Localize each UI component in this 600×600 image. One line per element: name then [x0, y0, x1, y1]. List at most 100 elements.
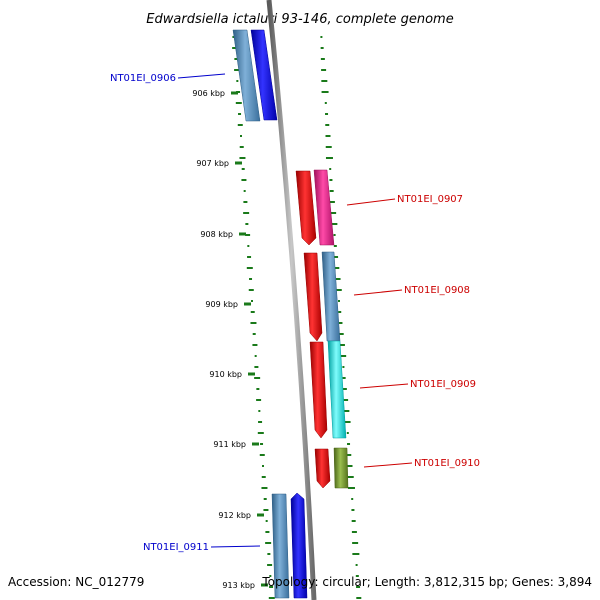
gc-dot	[239, 157, 246, 159]
gene-NT01EI_0907-arrows[interactable]	[295, 169, 335, 246]
gc-dot	[267, 564, 273, 566]
gc-dot	[339, 355, 347, 357]
gene-label[interactable]: NT01EI_0910	[414, 458, 480, 469]
genome-backbone	[266, 0, 317, 600]
gc-dot	[352, 553, 360, 555]
gene-NT01EI_0909-arrows[interactable]	[309, 340, 347, 439]
gc-dot	[235, 102, 242, 104]
gc-dot	[241, 179, 247, 181]
gc-dot	[241, 168, 245, 170]
gc-dot	[257, 432, 264, 434]
gc-dot	[351, 520, 356, 522]
gene-arrow-red[interactable]	[309, 341, 328, 439]
gc-dot	[342, 377, 346, 379]
gene-label[interactable]: NT01EI_0909	[410, 379, 476, 390]
gc-dot	[258, 410, 261, 412]
gc-dot	[334, 278, 341, 280]
gc-dot	[334, 289, 342, 291]
gc-dot	[325, 113, 329, 115]
gc-dot	[347, 465, 353, 467]
gene-label[interactable]: NT01EI_0906	[110, 73, 176, 84]
gc-dot	[246, 267, 253, 269]
gc-dot	[245, 223, 249, 225]
gc-dot	[320, 58, 325, 60]
gene-arrow-steelblue[interactable]	[232, 29, 261, 122]
tick-label: 912 kbp	[218, 511, 251, 520]
gc-dot	[325, 124, 330, 126]
gc-dot	[269, 586, 274, 588]
gc-dot	[347, 443, 351, 445]
gc-dot	[329, 190, 334, 192]
gc-dot	[243, 190, 246, 192]
gene-arrow-red[interactable]	[303, 252, 323, 342]
gene-arrow-blue[interactable]	[290, 492, 308, 599]
gc-dot	[236, 80, 239, 82]
gc-dot	[329, 201, 335, 203]
gene-leader-line	[346, 198, 396, 206]
gene-arrow-cyan[interactable]	[327, 340, 347, 439]
gc-dot	[342, 388, 347, 390]
gc-dot	[355, 564, 358, 566]
gc-dot	[232, 47, 239, 49]
gc-dot	[254, 377, 261, 379]
gc-dot	[265, 542, 272, 544]
gc-dot	[267, 553, 271, 555]
tick-label: 910 kbp	[209, 370, 242, 379]
tick-label: 908 kbp	[200, 230, 233, 239]
tick-label: 909 kbp	[205, 300, 238, 309]
gc-dot	[356, 586, 361, 588]
gc-dot	[240, 135, 242, 137]
gc-dot	[238, 113, 242, 115]
gene-label[interactable]: NT01EI_0911	[143, 542, 209, 553]
gc-dot	[252, 344, 258, 346]
gc-dot	[265, 520, 268, 522]
tick-label: 907 kbp	[196, 159, 229, 168]
gc-dot	[321, 91, 329, 93]
gene-NT01EI_0910-arrows[interactable]	[314, 447, 349, 489]
gene-arrow-red[interactable]	[295, 170, 317, 246]
gc-dot	[258, 421, 263, 423]
gene-arrow-red[interactable]	[314, 448, 331, 489]
gc-dot	[250, 311, 255, 313]
gc-dot	[247, 256, 252, 258]
tick-mark	[244, 302, 251, 306]
gc-skew-track-left	[232, 36, 275, 599]
gc-dot	[351, 509, 355, 511]
gc-dot	[250, 322, 257, 324]
gc-dot	[329, 168, 332, 170]
tick-mark	[235, 161, 242, 165]
gc-dot	[247, 245, 250, 247]
gc-dot	[338, 344, 345, 346]
gc-dot	[256, 388, 260, 390]
gene-label[interactable]: NT01EI_0908	[404, 285, 470, 296]
gc-dot	[343, 399, 349, 401]
gc-dot	[321, 69, 327, 71]
gc-dot	[342, 366, 345, 368]
gene-label[interactable]: NT01EI_0907	[397, 194, 463, 205]
gene-leader-line	[177, 73, 226, 79]
gc-dot	[352, 542, 359, 544]
gc-dot	[254, 366, 259, 368]
map-title: Edwardsiella ictaluri 93-146, complete g…	[146, 12, 453, 27]
gene-arrow-steelblue[interactable]	[321, 251, 341, 342]
gene-arrow-steelblue[interactable]	[271, 493, 290, 599]
gene-arrow-blue[interactable]	[250, 29, 278, 121]
gene-NT01EI_0908-arrows[interactable]	[303, 251, 341, 342]
gc-dot	[333, 245, 337, 247]
gc-dot	[236, 91, 241, 93]
gc-dot	[334, 267, 340, 269]
gc-dot	[261, 476, 266, 478]
gc-dot	[334, 256, 339, 258]
gc-dot	[245, 234, 251, 236]
gc-dot	[249, 278, 253, 280]
gc-dot	[330, 212, 337, 214]
gene-arrow-magenta[interactable]	[313, 169, 335, 246]
gene-NT01EI_0911-arrows[interactable]	[271, 492, 308, 599]
gc-dot	[320, 36, 323, 38]
tick-label: 906 kbp	[192, 89, 225, 98]
gene-leader-line	[359, 383, 409, 389]
gene-NT01EI_0906-arrows[interactable]	[232, 29, 278, 122]
gc-dot	[260, 443, 264, 445]
gene-arrow-olive[interactable]	[333, 447, 349, 489]
